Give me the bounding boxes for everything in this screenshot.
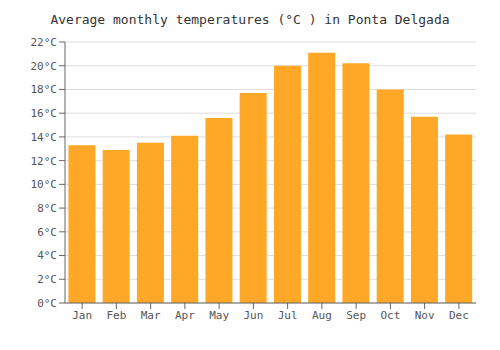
svg-text:Jul: Jul — [278, 309, 298, 322]
html-text:Average monthly temperatures (: Average monthly temperatures (°C ) in Po… — [50, 12, 450, 27]
svg-text:16°C: 16°C — [31, 107, 58, 120]
svg-text:Feb: Feb — [106, 309, 126, 322]
svg-text:10°C: 10°C — [31, 178, 58, 191]
svg-text:18°C: 18°C — [31, 83, 58, 96]
svg-text:Mar: Mar — [141, 309, 161, 322]
svg-text:Aug: Aug — [312, 309, 332, 322]
svg-text:4°C: 4°C — [37, 249, 57, 262]
svg-text:Oct: Oct — [380, 309, 400, 322]
svg-text:Sep: Sep — [346, 309, 366, 322]
svg-text:May: May — [209, 309, 229, 322]
svg-text:Jun: Jun — [243, 309, 263, 322]
svg-text:2°C: 2°C — [37, 273, 57, 286]
svg-text:Dec: Dec — [449, 309, 469, 322]
svg-text:Jan: Jan — [72, 309, 92, 322]
svg-text:22°C: 22°C — [31, 36, 58, 49]
svg-text:0°C: 0°C — [37, 297, 57, 310]
svg-text:Nov: Nov — [415, 309, 435, 322]
svg-text:8°C: 8°C — [37, 202, 57, 215]
svg-text:12°C: 12°C — [31, 155, 58, 168]
svg-text:6°C: 6°C — [37, 226, 57, 239]
svg-text:Apr: Apr — [175, 309, 195, 322]
svg-text:20°C: 20°C — [31, 60, 58, 73]
svg-text:14°C: 14°C — [31, 131, 58, 144]
